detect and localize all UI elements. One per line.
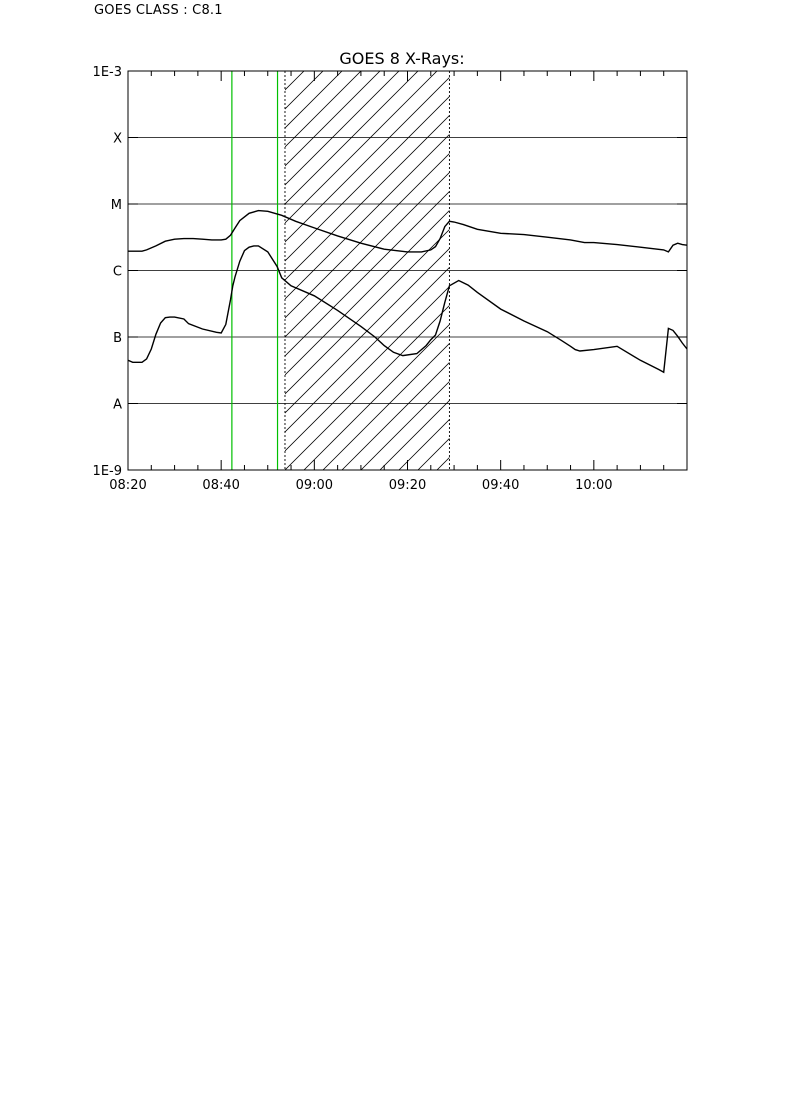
y-tick-label: B — [113, 331, 122, 346]
hatch-line — [741, 71, 790, 470]
series-line-long — [128, 209, 687, 253]
series-line-short — [128, 245, 687, 374]
y-tick-label: C — [113, 265, 122, 280]
hatch-line — [684, 71, 790, 470]
hatch-line — [703, 71, 790, 470]
x-tick-label: 09:20 — [389, 478, 426, 493]
data-series — [128, 209, 687, 374]
y-tick-label: A — [113, 398, 122, 413]
hatch-line — [760, 71, 790, 470]
y-tick-label: 1E-9 — [93, 464, 122, 479]
y-tick-labels: 1E-9 A B C M X 1E-3 — [93, 65, 123, 479]
hatch-line — [779, 71, 790, 470]
grid-lines — [128, 137, 687, 404]
y-tick-label: 1E-3 — [93, 65, 122, 80]
x-tick-label: 09:40 — [482, 478, 519, 493]
time-markers — [231, 71, 450, 470]
hatch-line — [0, 71, 114, 470]
x-tick-label: 08:40 — [202, 478, 239, 493]
chart-title: GOES 8 X-Rays: — [339, 49, 464, 68]
y-tick-label: X — [113, 132, 122, 147]
axis-ticks — [127, 70, 688, 471]
y-tick-label: M — [111, 198, 122, 213]
goes-class-label: GOES CLASS : C8.1 — [94, 3, 223, 18]
x-tick-label: 10:00 — [575, 478, 612, 493]
x-tick-labels: 08:20 08:40 09:00 09:20 09:40 10:00 — [109, 478, 612, 493]
hatch-line — [722, 71, 790, 470]
x-tick-label: 09:00 — [296, 478, 333, 493]
x-tick-label: 08:20 — [109, 478, 146, 493]
